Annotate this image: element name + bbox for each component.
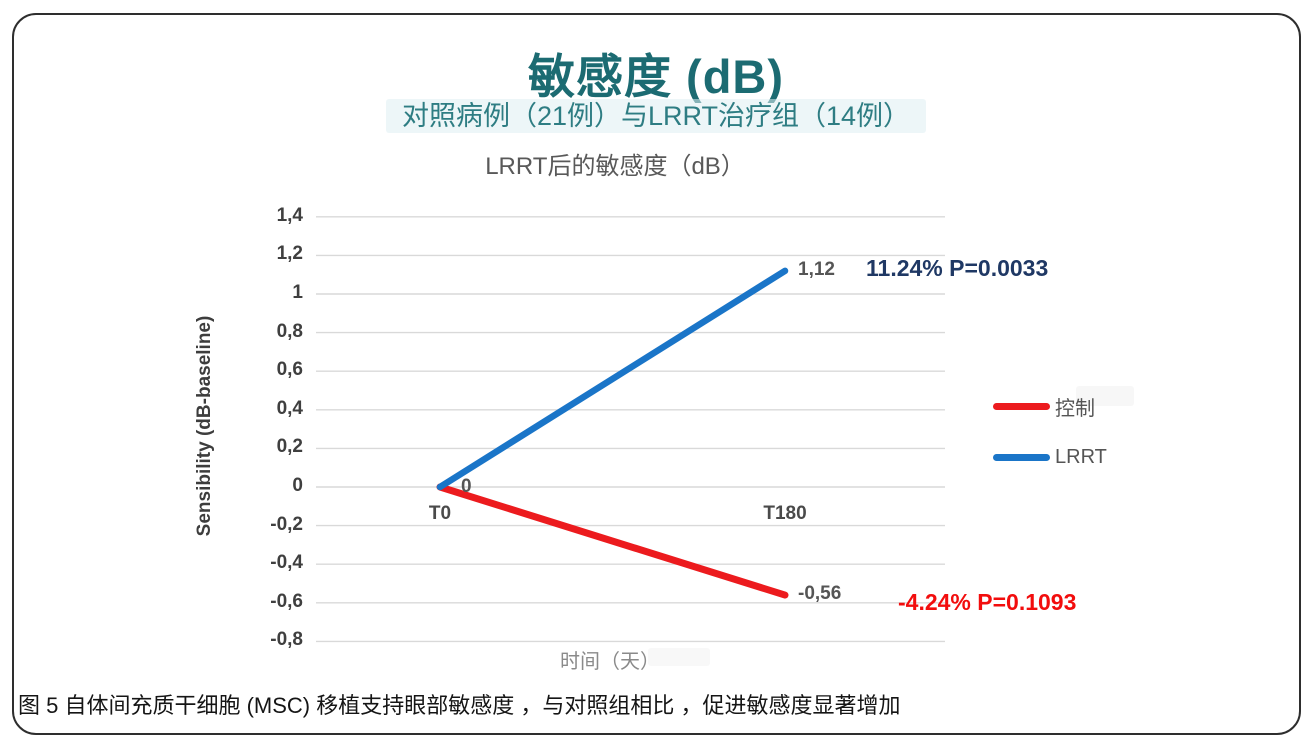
smudge-artifact bbox=[648, 648, 710, 666]
y-tick-label: 0,4 bbox=[276, 397, 303, 419]
legend-item-lrrt: LRRT bbox=[993, 446, 1107, 469]
y-tick-label: -0,6 bbox=[270, 590, 303, 612]
y-tick-label: -0,2 bbox=[270, 513, 303, 535]
figure-subtitle: 对照病例（21例）与LRRT治疗组（14例） bbox=[0, 94, 1312, 133]
y-tick-label: 0,6 bbox=[276, 359, 303, 381]
data-point-label: 0 bbox=[461, 476, 472, 497]
y-tick-label: -0,8 bbox=[270, 629, 303, 651]
y-tick-label: 0,2 bbox=[276, 436, 303, 458]
y-tick-label: 0,8 bbox=[276, 320, 303, 342]
x-category-label: T180 bbox=[763, 503, 807, 524]
y-axis-title: Sensibility (dB-baseline) bbox=[194, 315, 215, 537]
legend-item-control: 控制 bbox=[993, 392, 1095, 421]
series-lines bbox=[436, 267, 789, 599]
smudge-artifact bbox=[1076, 386, 1134, 406]
y-tick-label: -0,4 bbox=[270, 552, 303, 574]
lrrt-line-swatch-icon bbox=[993, 454, 1050, 461]
x-axis-title: 时间（天） bbox=[560, 651, 660, 673]
figure-title: 敏感度 (dB) bbox=[527, 50, 784, 103]
control-line-swatch-icon bbox=[993, 403, 1050, 410]
y-tick-label: 1,2 bbox=[276, 243, 303, 265]
data-point-label: -0,56 bbox=[798, 583, 842, 605]
figure-caption: 图 5 自体间充质干细胞 (MSC) 移植支持眼部敏感度 ，与对照组相比 ，促进… bbox=[18, 693, 901, 718]
data-point-label: 1,12 bbox=[798, 258, 835, 280]
lrrt-result-annotation: 11.24% P=0.0033 bbox=[866, 255, 1049, 281]
series-line-控制 bbox=[436, 483, 789, 599]
legend-label-control: 控制 bbox=[1055, 398, 1095, 420]
series-line-LRRT bbox=[436, 267, 789, 491]
y-tick-label: 1,4 bbox=[276, 204, 303, 226]
legend-label-lrrt: LRRT bbox=[1055, 446, 1107, 468]
figure-border bbox=[12, 13, 1301, 735]
x-category-label: T0 bbox=[428, 503, 452, 524]
y-tick-label: 1 bbox=[292, 282, 303, 303]
figure-subtitle-text: 对照病例（21例）与LRRT治疗组（14例） bbox=[385, 99, 927, 133]
gridlines bbox=[316, 216, 945, 643]
chart-title: LRRT后的敏感度（dB） bbox=[485, 153, 745, 180]
control-result-annotation: -4.24% P=0.1093 bbox=[898, 589, 1077, 615]
y-tick-label: 0 bbox=[292, 475, 303, 496]
